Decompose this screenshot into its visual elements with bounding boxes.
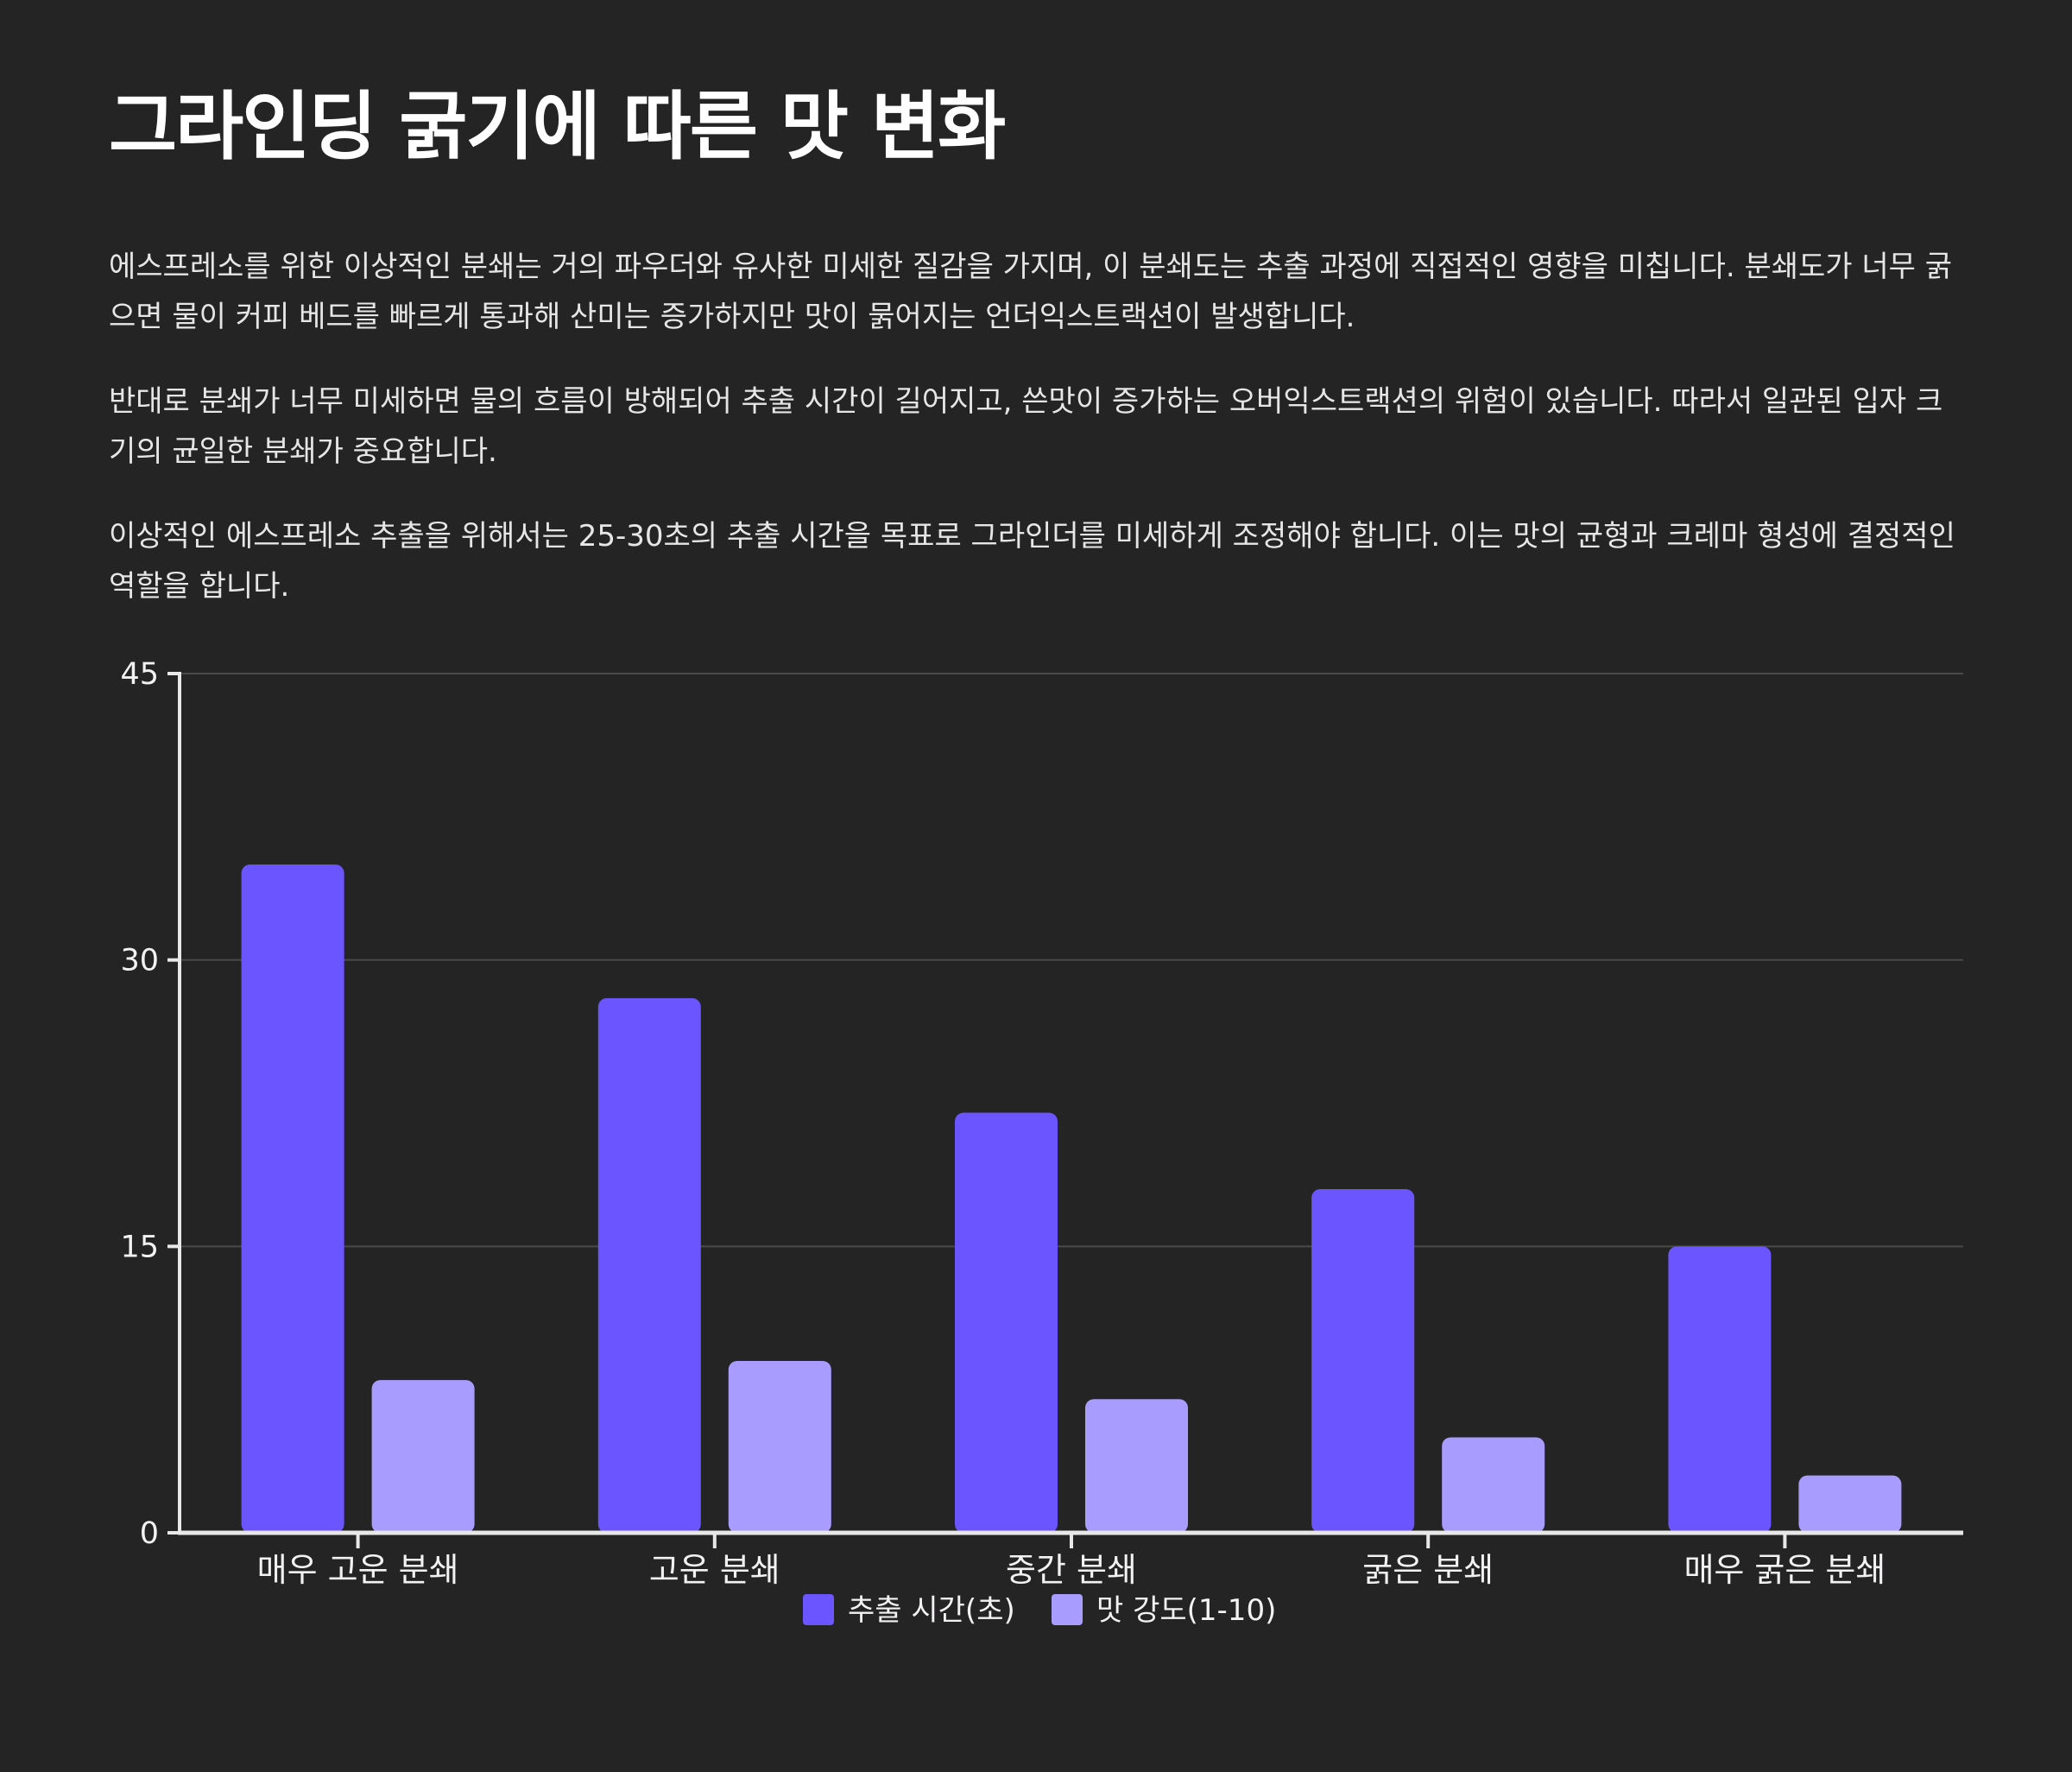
bar-taste-intensity-3 [1442,1437,1545,1533]
grid-lines [180,673,1963,1248]
y-tick-label-45: 45 [120,657,159,692]
x-tick-label-0: 매우 고운 분쇄 [257,1551,459,1589]
intro-paragraph-1: 에스프레소를 위한 이상적인 분쇄는 거의 파우더와 유사한 미세한 질감을 가… [109,250,1953,334]
intro-paragraph-3: 이상적인 에스프레소 추출을 위해서는 25-30초의 추출 시간을 목표로 그… [109,519,1955,604]
bar-extraction-time-0 [241,864,344,1533]
legend-swatch-0 [803,1594,834,1625]
legend: 추출 시간(초) 맛 강도(1-10) [803,1593,1276,1628]
legend-label-1: 맛 강도(1-10) [1096,1593,1276,1628]
legend-label-0: 추출 시간(초) [848,1593,1015,1628]
bar-extraction-time-1 [597,997,701,1533]
intro-paragraph-2: 반대로 분쇄가 너무 미세하면 물의 흐름이 방해되어 추출 시간이 길어지고,… [109,384,1943,469]
y-tick-label-15: 15 [120,1230,159,1264]
y-tick-label-30: 30 [120,944,159,978]
bar-extraction-time-2 [955,1112,1058,1533]
bars [241,864,1902,1533]
bar-taste-intensity-2 [1085,1399,1188,1533]
x-tick-label-4: 매우 굵은 분쇄 [1684,1551,1886,1589]
bar-taste-intensity-4 [1798,1475,1902,1533]
bar-taste-intensity-1 [728,1361,831,1533]
bar-extraction-time-4 [1668,1246,1772,1533]
x-tick-label-2: 중간 분쇄 [1006,1551,1137,1589]
y-tick-label-0: 0 [140,1516,159,1551]
bar-extraction-time-3 [1311,1189,1415,1533]
axes: 0 15 30 45 매우 고운 분쇄 고운 분쇄 중간 분쇄 굵은 분쇄 매우 굵은 분쇄 [120,657,1963,1589]
bar-taste-intensity-0 [371,1380,475,1533]
x-tick-label-1: 고운 분쇄 [649,1551,780,1589]
page-title: 그라인딩 굵기에 따른 맛 변화 [109,84,1006,170]
legend-swatch-1 [1052,1594,1083,1625]
x-tick-label-3: 굵은 분쇄 [1362,1551,1494,1589]
